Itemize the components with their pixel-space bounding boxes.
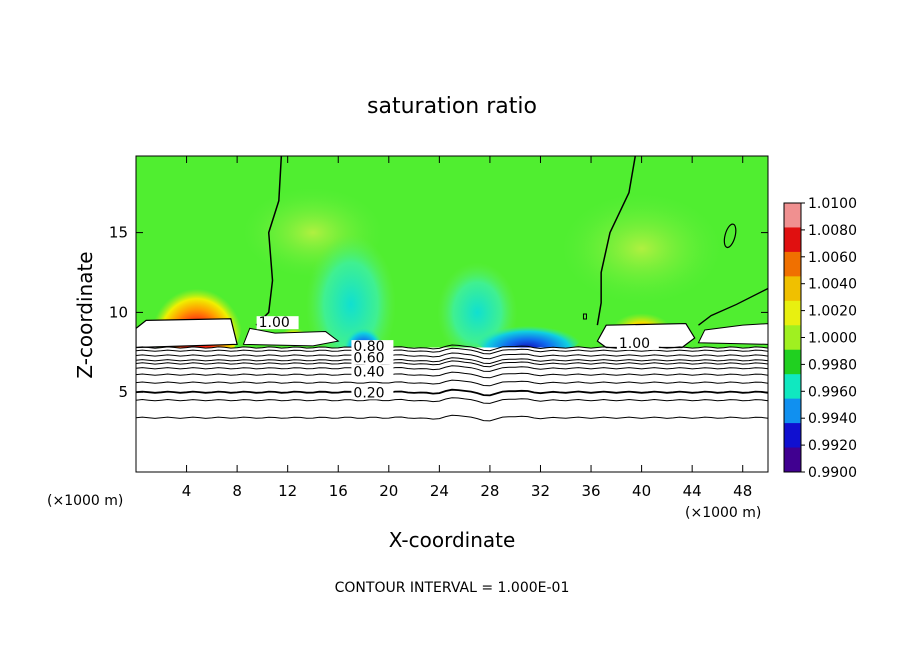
colorbar-label: 1.0040 bbox=[808, 277, 857, 293]
contour-line bbox=[136, 371, 768, 379]
colorbar-swatch bbox=[784, 300, 801, 326]
contour-label-bg bbox=[351, 386, 394, 400]
x-tick-label: 32 bbox=[531, 482, 550, 500]
contour-label: 1.00 bbox=[619, 336, 650, 352]
x-tick-label: 16 bbox=[329, 482, 348, 500]
contour-label-bg bbox=[351, 365, 394, 379]
colorbar-swatch bbox=[784, 423, 801, 449]
colorbar-label: 1.0020 bbox=[808, 304, 857, 320]
colorbar-label: 0.9960 bbox=[808, 384, 857, 400]
colorbar-label: 1.0060 bbox=[808, 250, 857, 266]
contour-label: 0.40 bbox=[353, 365, 384, 381]
contour-label: 0.60 bbox=[353, 350, 384, 366]
y-tick-label: 15 bbox=[109, 224, 128, 242]
field-blue-minimum bbox=[472, 312, 583, 357]
contour-line bbox=[698, 287, 768, 326]
colorbar-swatch bbox=[784, 227, 801, 253]
plot-area bbox=[136, 156, 768, 472]
contour-label-bg bbox=[351, 351, 394, 365]
contour-line bbox=[596, 156, 637, 326]
x-tick-label: 36 bbox=[581, 482, 600, 500]
x-tick-label: 20 bbox=[379, 482, 398, 500]
contour-label: 1.00 bbox=[259, 315, 290, 331]
contour-line bbox=[582, 313, 587, 320]
contour-label-bg bbox=[351, 340, 394, 354]
colorbar-label: 0.9900 bbox=[808, 465, 857, 481]
contour-line bbox=[136, 344, 768, 352]
colorbar-label: 1.0080 bbox=[808, 223, 857, 239]
contour-line bbox=[136, 357, 768, 365]
contour-label: 0.80 bbox=[353, 339, 384, 355]
colorbar-swatch bbox=[784, 203, 801, 228]
contour-interval-note: CONTOUR INTERVAL = 1.000E-01 bbox=[335, 580, 570, 596]
colorbar-label: 1.0000 bbox=[808, 331, 857, 347]
contour-labels: 1.00 1.00 0.800.600.40 0.20 bbox=[256, 315, 659, 401]
contour-line bbox=[136, 352, 768, 360]
contour-line bbox=[255, 156, 283, 326]
contour-line bbox=[136, 365, 768, 372]
contour-line bbox=[136, 347, 768, 355]
y-tick-label: 10 bbox=[109, 303, 128, 321]
contour-line bbox=[136, 379, 768, 387]
x-tick-label: 12 bbox=[278, 482, 297, 500]
x-axis: 4 8 12 16 20 24 28 32 36 40 44 48 bbox=[182, 156, 752, 500]
y-axis: 5 10 15 bbox=[109, 224, 768, 401]
chart-title: saturation ratio bbox=[367, 94, 537, 119]
contour-label-bg bbox=[256, 316, 299, 330]
colorbar-label: 0.9920 bbox=[808, 438, 857, 454]
contour-line bbox=[136, 360, 768, 368]
colorbar: 1.0100 1.0080 1.0060 1.0040 1.0020 1.0000 0.99… bbox=[783, 196, 857, 481]
colorbar-swatch bbox=[784, 276, 801, 302]
cloud-region bbox=[697, 323, 768, 345]
colorbar-swatch bbox=[784, 349, 801, 375]
x-tick-label: 40 bbox=[632, 482, 651, 500]
x-unit-right: (×1000 m) bbox=[685, 505, 761, 521]
cloud-region bbox=[242, 327, 340, 347]
field-light-region bbox=[561, 193, 722, 304]
colorbar-swatch bbox=[784, 447, 801, 473]
x-unit-left: (×1000 m) bbox=[47, 493, 123, 509]
x-axis-label: X-coordinate bbox=[389, 528, 516, 552]
contour-label-bg bbox=[616, 336, 659, 350]
colorbar-swatch bbox=[784, 398, 801, 424]
contour-line bbox=[136, 414, 768, 422]
y-axis-label: Z-coordinate bbox=[73, 251, 97, 378]
colorbar-label: 0.9940 bbox=[808, 411, 857, 427]
plot-frame bbox=[135, 155, 769, 473]
colorbar-swatch bbox=[784, 325, 801, 351]
colorbar-label: 1.0100 bbox=[808, 196, 857, 212]
contour-line bbox=[136, 397, 768, 404]
x-tick-label: 4 bbox=[182, 482, 192, 500]
colorbar-swatch bbox=[784, 374, 801, 400]
x-tick-label: 28 bbox=[480, 482, 499, 500]
x-tick-label: 48 bbox=[733, 482, 752, 500]
contour-line bbox=[136, 388, 768, 397]
colorbar-swatch bbox=[784, 251, 801, 277]
colorbar-label: 0.9980 bbox=[808, 357, 857, 373]
x-tick-label: 8 bbox=[232, 482, 242, 500]
contour-label: 0.20 bbox=[353, 385, 384, 401]
cloud-region bbox=[136, 318, 238, 349]
x-tick-label: 24 bbox=[430, 482, 449, 500]
x-tick-label: 44 bbox=[683, 482, 702, 500]
contour-line bbox=[723, 223, 737, 249]
y-tick-label: 5 bbox=[118, 383, 128, 401]
